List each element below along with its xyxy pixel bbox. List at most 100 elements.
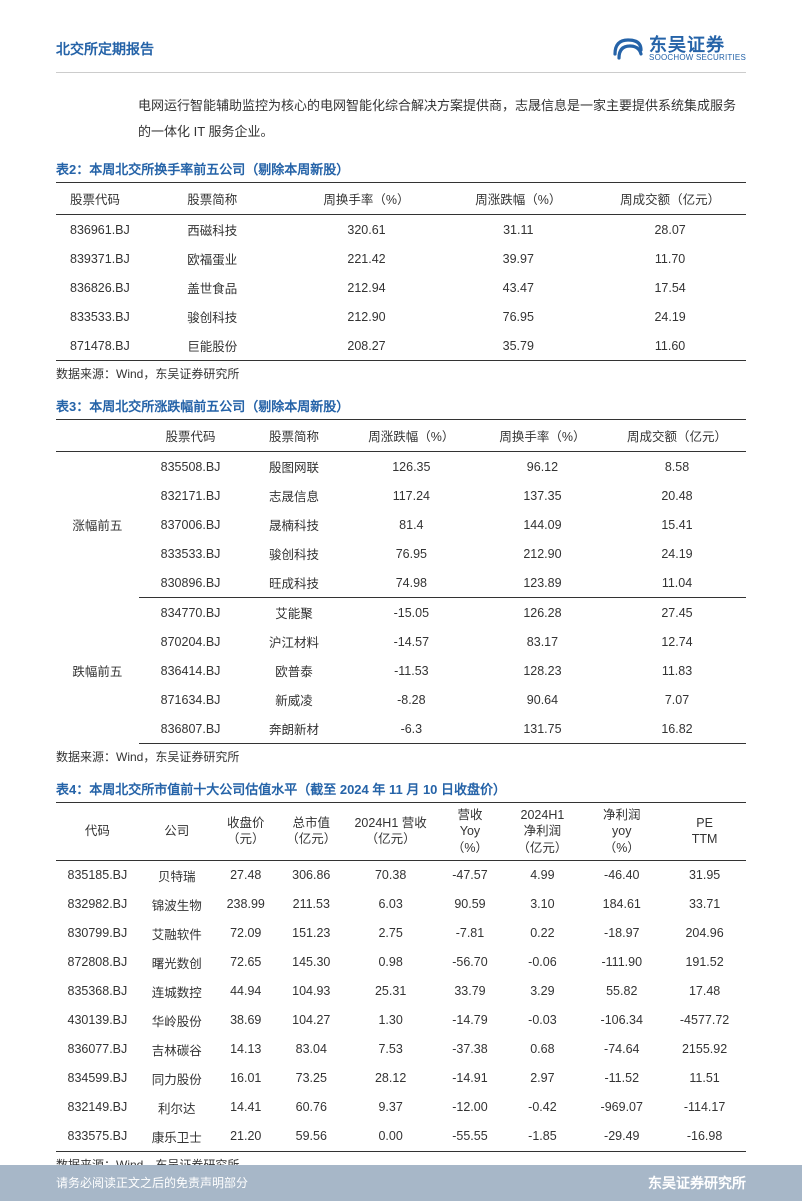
table4-cell: 104.93 [277, 977, 346, 1006]
table3-cell: 832171.BJ [139, 481, 243, 510]
table2-cell: 28.07 [594, 215, 746, 245]
table3-cell: 833533.BJ [139, 539, 243, 568]
table3-col-2: 股票简称 [242, 420, 346, 452]
table4-cell: 184.61 [580, 890, 663, 919]
table4-cell: 9.37 [346, 1093, 436, 1122]
table-row: 跌幅前五834770.BJ艾能聚-15.05126.2827.45 [56, 598, 746, 628]
table4-cell: 连城数控 [139, 977, 215, 1006]
table4-cell: 59.56 [277, 1122, 346, 1152]
table2-cell: 836961.BJ [56, 215, 173, 245]
table3-col-3: 周涨跌幅（%） [346, 420, 477, 452]
table2-cell: 871478.BJ [56, 331, 173, 361]
table3-cell: 7.07 [608, 685, 746, 714]
table2-cell: 212.94 [291, 273, 443, 302]
table2-cell: 833533.BJ [56, 302, 173, 331]
table4-cell: -12.00 [435, 1093, 504, 1122]
table3-cell: 骏创科技 [242, 539, 346, 568]
table3-cell: 11.83 [608, 656, 746, 685]
table2-cell: 320.61 [291, 215, 443, 245]
table4-cell: 利尔达 [139, 1093, 215, 1122]
table3-cell: -15.05 [346, 598, 477, 628]
table2-cell: 欧福蛋业 [173, 244, 290, 273]
table4-cell: 38.69 [215, 1006, 277, 1035]
table4-cell: 贝特瑞 [139, 860, 215, 890]
table-row: 836961.BJ西磁科技320.6131.1128.07 [56, 215, 746, 245]
table-row: 836826.BJ盖世食品212.9443.4717.54 [56, 273, 746, 302]
page-header: 北交所定期报告 东吴证券 SOOCHOW SECURITIES [56, 36, 746, 73]
table3-cell: 81.4 [346, 510, 477, 539]
table3-source: 数据来源：Wind，东吴证券研究所 [56, 748, 746, 765]
table4-cell: -0.06 [504, 948, 580, 977]
table2-cell: 骏创科技 [173, 302, 290, 331]
table3-cell: 沪江材料 [242, 627, 346, 656]
table4-cell: 31.95 [663, 860, 746, 890]
soochow-logo-icon [613, 36, 643, 62]
table2-cell: 39.97 [442, 244, 594, 273]
table4-cell: 0.68 [504, 1035, 580, 1064]
table-row: 834599.BJ同力股份16.0173.2528.12-14.912.97-1… [56, 1064, 746, 1093]
table3-cell: 870204.BJ [139, 627, 243, 656]
table2-source: 数据来源：Wind，东吴证券研究所 [56, 365, 746, 382]
table4-cell: 25.31 [346, 977, 436, 1006]
table-row: 830799.BJ艾融软件72.09151.232.75-7.810.22-18… [56, 919, 746, 948]
table4: 代码公司收盘价 （元）总市值 （亿元）2024H1 营收 （亿元）营收 Yoy … [56, 802, 746, 1152]
table4-col-3: 总市值 （亿元） [277, 803, 346, 861]
table2-cell: 43.47 [442, 273, 594, 302]
table3-cell: 11.04 [608, 568, 746, 598]
table4-cell: 艾融软件 [139, 919, 215, 948]
table4-cell: 145.30 [277, 948, 346, 977]
logo-cn: 东吴证券 [649, 36, 746, 54]
table4-cell: 17.48 [663, 977, 746, 1006]
table3-cell: 126.35 [346, 452, 477, 482]
table3-cell: 83.17 [477, 627, 608, 656]
table3-cell: 76.95 [346, 539, 477, 568]
table4-cell: 同力股份 [139, 1064, 215, 1093]
table3-cell: 123.89 [477, 568, 608, 598]
table4-col-0: 代码 [56, 803, 139, 861]
table4-cell: 27.48 [215, 860, 277, 890]
table2-cell: 盖世食品 [173, 273, 290, 302]
table2-title: 表2：本周北交所换手率前五公司（剔除本周新股） [56, 159, 746, 178]
table3-cell: 殷图网联 [242, 452, 346, 482]
table4-cell: 0.00 [346, 1122, 436, 1152]
table4-cell: -0.03 [504, 1006, 580, 1035]
table-row: 832982.BJ锦波生物238.99211.536.0390.593.1018… [56, 890, 746, 919]
table3-cell: 12.74 [608, 627, 746, 656]
table3-cell: 晟楠科技 [242, 510, 346, 539]
table4-cell: 833575.BJ [56, 1122, 139, 1152]
table4-cell: 830799.BJ [56, 919, 139, 948]
table2-cell: 24.19 [594, 302, 746, 331]
table3-cell: 117.24 [346, 481, 477, 510]
table4-cell: 238.99 [215, 890, 277, 919]
table4-cell: 72.65 [215, 948, 277, 977]
table4-cell: 3.10 [504, 890, 580, 919]
table3-cell: 96.12 [477, 452, 608, 482]
table3-col-5: 周成交额（亿元） [608, 420, 746, 452]
table4-col-8: PE TTM [663, 803, 746, 861]
table2-cell: 31.11 [442, 215, 594, 245]
table-row: 830896.BJ旺成科技74.98123.8911.04 [56, 568, 746, 598]
table2-cell: 208.27 [291, 331, 443, 361]
table4-cell: 锦波生物 [139, 890, 215, 919]
table2-cell: 11.70 [594, 244, 746, 273]
table3-cell: 137.35 [477, 481, 608, 510]
table4-cell: 83.04 [277, 1035, 346, 1064]
table2-cell: 17.54 [594, 273, 746, 302]
table3-cell: 128.23 [477, 656, 608, 685]
table2-col-4: 周成交额（亿元） [594, 183, 746, 215]
table3-cell: 131.75 [477, 714, 608, 744]
table4-title: 表4：本周北交所市值前十大公司估值水平（截至 2024 年 11 月 10 日收… [56, 779, 746, 798]
table4-cell: -106.34 [580, 1006, 663, 1035]
table2-col-2: 周换手率（%） [291, 183, 443, 215]
table2-cell: 西磁科技 [173, 215, 290, 245]
table3-cell: 830896.BJ [139, 568, 243, 598]
table4-cell: 60.76 [277, 1093, 346, 1122]
table4-cell: 90.59 [435, 890, 504, 919]
table3-cell: 837006.BJ [139, 510, 243, 539]
table-row: 835368.BJ连城数控44.94104.9325.3133.793.2955… [56, 977, 746, 1006]
table3-cell: -11.53 [346, 656, 477, 685]
table4-cell: -114.17 [663, 1093, 746, 1122]
table4-cell: 70.38 [346, 860, 436, 890]
table4-col-1: 公司 [139, 803, 215, 861]
table4-cell: 16.01 [215, 1064, 277, 1093]
